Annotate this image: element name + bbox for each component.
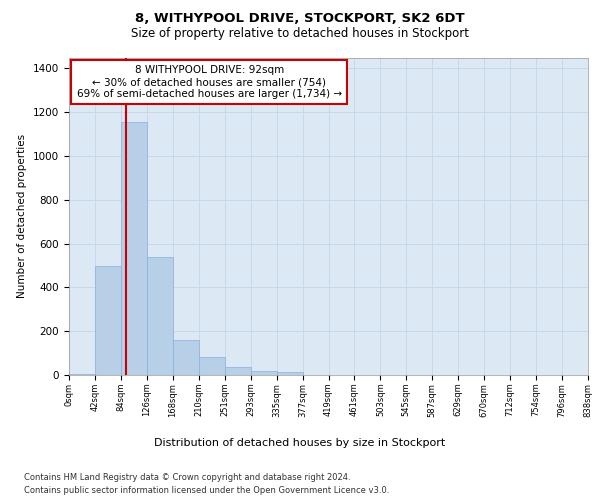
Text: 8, WITHYPOOL DRIVE, STOCKPORT, SK2 6DT: 8, WITHYPOOL DRIVE, STOCKPORT, SK2 6DT bbox=[135, 12, 465, 26]
Text: Distribution of detached houses by size in Stockport: Distribution of detached houses by size … bbox=[154, 438, 446, 448]
Text: 8 WITHYPOOL DRIVE: 92sqm
← 30% of detached houses are smaller (754)
69% of semi-: 8 WITHYPOOL DRIVE: 92sqm ← 30% of detach… bbox=[77, 66, 341, 98]
Bar bbox=[173, 340, 199, 375]
Bar bbox=[251, 370, 277, 375]
Bar bbox=[277, 372, 302, 375]
Text: Contains public sector information licensed under the Open Government Licence v3: Contains public sector information licen… bbox=[24, 486, 389, 495]
Bar bbox=[69, 374, 95, 375]
Bar bbox=[95, 266, 121, 375]
Bar bbox=[199, 357, 224, 375]
Text: Contains HM Land Registry data © Crown copyright and database right 2024.: Contains HM Land Registry data © Crown c… bbox=[24, 472, 350, 482]
Bar bbox=[147, 257, 173, 375]
Bar bbox=[121, 122, 147, 375]
Bar bbox=[225, 368, 251, 375]
Y-axis label: Number of detached properties: Number of detached properties bbox=[17, 134, 28, 298]
Text: Size of property relative to detached houses in Stockport: Size of property relative to detached ho… bbox=[131, 28, 469, 40]
